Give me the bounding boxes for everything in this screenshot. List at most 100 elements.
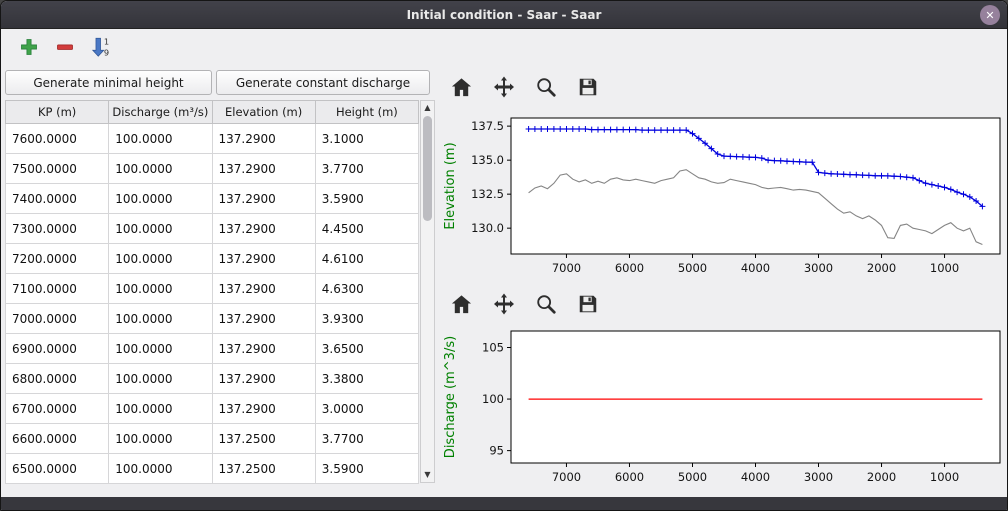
table-cell[interactable]: 6800.0000 [4,363,110,394]
zoom-button[interactable] [531,290,560,319]
y-tick-label: 137.5 [471,119,504,133]
table-cell[interactable]: 137.2900 [211,273,316,304]
table-cell[interactable]: 3.6500 [314,333,420,364]
table-row[interactable]: 6700.0000 100.0000 137.2900 3.0000 [4,393,420,424]
table-cell[interactable]: 100.0000 [108,423,213,454]
x-tick-label: 4000 [741,470,770,484]
table-cell[interactable]: 100.0000 [108,123,213,154]
column-header[interactable]: KP (m) [4,100,110,124]
scroll-up-icon[interactable]: ▲ [424,103,431,112]
table-row[interactable]: 6600.0000 100.0000 137.2500 3.7700 [4,423,420,454]
table-row[interactable]: 6900.0000 100.0000 137.2900 3.6500 [4,333,420,364]
add-row-button[interactable] [15,33,42,60]
table-cell[interactable]: 7600.0000 [4,123,110,154]
table-cell[interactable]: 137.2500 [211,423,316,454]
y-axis-label: Elevation (m) [443,142,458,229]
table-cell[interactable]: 137.2900 [211,243,316,274]
plot-area[interactable] [511,118,1000,254]
table-cell[interactable]: 7100.0000 [4,273,110,304]
table-row[interactable]: 6800.0000 100.0000 137.2900 3.3800 [4,363,420,394]
table-cell[interactable]: 3.0000 [314,393,420,424]
x-tick-label: 1000 [930,261,959,275]
table-cell[interactable]: 137.2900 [211,183,316,214]
table-row[interactable]: 7000.0000 100.0000 137.2900 3.9300 [4,303,420,334]
table-cell[interactable]: 6900.0000 [4,333,110,364]
table-cell[interactable]: 3.7700 [314,423,420,454]
table-row[interactable]: 7100.0000 100.0000 137.2900 4.6300 [4,273,420,304]
generate-minimal-height-button[interactable]: Generate minimal height [5,70,212,95]
x-tick-label: 3000 [804,470,833,484]
table-cell[interactable]: 7500.0000 [4,153,110,184]
water-surface-elevation-markers [525,126,986,210]
column-header[interactable]: Discharge (m³/s) [108,100,213,124]
table-cell[interactable]: 100.0000 [108,243,213,274]
table-cell[interactable]: 7200.0000 [4,243,110,274]
remove-row-button[interactable] [51,33,78,60]
home-icon [451,77,472,96]
table-cell[interactable]: 3.9300 [314,303,420,334]
table-cell[interactable]: 100.0000 [108,153,213,184]
elevation-chart[interactable]: 7000 6000 5000 4000 3000 2000 1000 130.0 132.5 13… [438,104,1007,288]
table-cell[interactable]: 100.0000 [108,273,213,304]
x-tick-label: 6000 [615,261,644,275]
table-cell[interactable]: 3.5900 [314,453,420,484]
table-cell[interactable]: 137.2900 [211,153,316,184]
pan-button[interactable] [489,290,518,319]
table-cell[interactable]: 7400.0000 [4,183,110,214]
table-cell[interactable]: 137.2900 [211,393,316,424]
table-row[interactable]: 7400.0000 100.0000 137.2900 3.5900 [4,183,420,214]
table-row[interactable]: 7200.0000 100.0000 137.2900 4.6100 [4,243,420,274]
table-cell[interactable]: 3.3800 [314,363,420,394]
svg-text:9: 9 [103,47,108,57]
table-cell[interactable]: 3.7700 [314,153,420,184]
table-cell[interactable]: 100.0000 [108,393,213,424]
table-cell[interactable]: 6700.0000 [4,393,110,424]
zoom-button[interactable] [531,73,560,102]
home-button[interactable] [447,290,476,319]
table-cell[interactable]: 137.2900 [211,123,316,154]
table-cell[interactable]: 7000.0000 [4,303,110,334]
pan-button[interactable] [489,73,518,102]
y-tick-label: 135.0 [471,153,504,167]
table-cell[interactable]: 100.0000 [108,363,213,394]
titlebar[interactable]: Initial condition - Saar - Saar ✕ [1,1,1007,29]
table-row[interactable]: 7300.0000 100.0000 137.2900 4.4500 [4,213,420,244]
save-button[interactable] [573,73,602,102]
scroll-down-icon[interactable]: ▼ [424,470,431,479]
table-cell[interactable]: 4.6300 [314,273,420,304]
sort-rows-button[interactable]: 1 9 [87,33,114,60]
table-cell[interactable]: 3.1000 [314,123,420,154]
discharge-chart[interactable]: 7000 6000 5000 4000 3000 2000 1000 95 100 105 Disc… [438,319,1007,497]
table-row[interactable]: 6500.0000 100.0000 137.2500 3.5900 [4,453,420,484]
table-cell[interactable]: 137.2900 [211,363,316,394]
table-row[interactable]: 7500.0000 100.0000 137.2900 3.7700 [4,153,420,184]
table-cell[interactable]: 3.5900 [314,183,420,214]
table-cell[interactable]: 137.2900 [211,213,316,244]
close-button[interactable]: ✕ [980,5,1000,25]
table-cell[interactable]: 100.0000 [108,183,213,214]
pan-icon [493,76,514,98]
table-cell[interactable]: 6500.0000 [4,453,110,484]
table-cell[interactable]: 4.4500 [314,213,420,244]
table-cell[interactable]: 137.2500 [211,453,316,484]
table-cell[interactable]: 100.0000 [108,333,213,364]
table-cell[interactable]: 100.0000 [108,303,213,334]
generate-constant-discharge-button[interactable]: Generate constant discharge [216,70,430,95]
table-scrollbar[interactable]: ▲ ▼ [420,100,435,483]
table-cell[interactable]: 100.0000 [108,213,213,244]
table-cell[interactable]: 137.2900 [211,303,316,334]
floppy-save-icon [579,295,596,313]
home-button[interactable] [447,73,476,102]
table-cell[interactable]: 7300.0000 [4,213,110,244]
plot-area[interactable] [511,331,1000,463]
table-cell[interactable]: 6600.0000 [4,423,110,454]
table-cell[interactable]: 100.0000 [108,453,213,484]
bottom-bar [1,497,1007,510]
column-header[interactable]: Elevation (m) [211,100,316,124]
save-button[interactable] [573,290,602,319]
table-cell[interactable]: 4.6100 [314,243,420,274]
scroll-thumb[interactable] [423,116,432,221]
table-row[interactable]: 7600.0000 100.0000 137.2900 3.1000 [4,123,420,154]
column-header[interactable]: Height (m) [314,100,420,124]
table-cell[interactable]: 137.2900 [211,333,316,364]
